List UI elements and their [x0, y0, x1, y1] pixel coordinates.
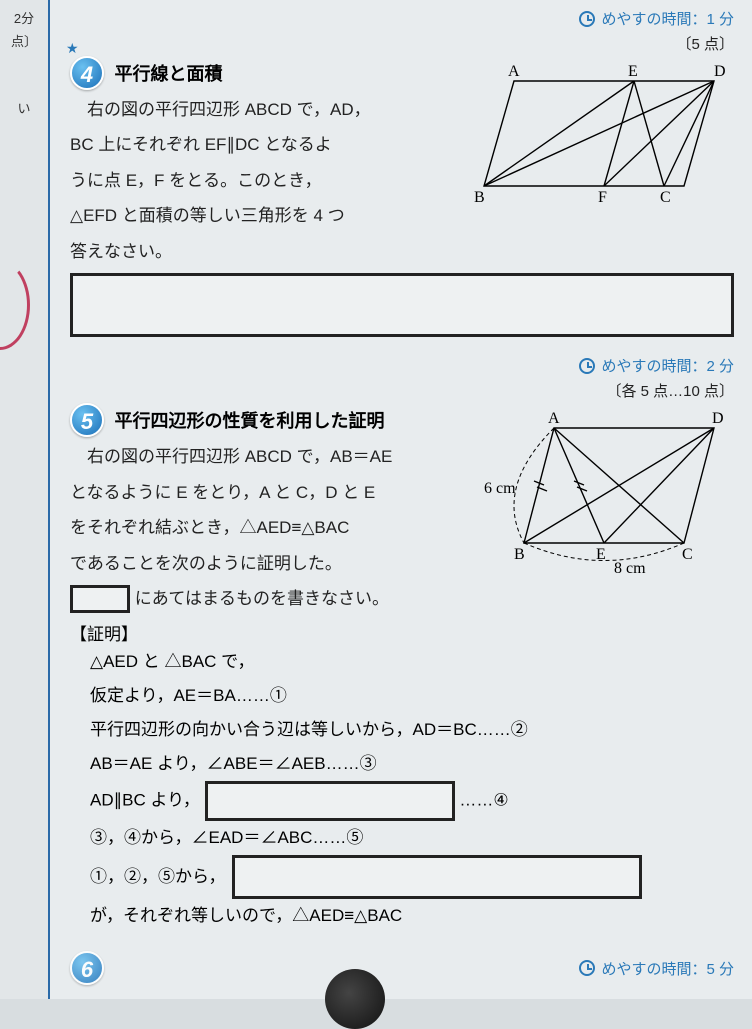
pr3: 平行四辺形の向かい合う辺は等しいから，AD＝BC……②	[90, 713, 734, 747]
problem-5: 5 平行四辺形の性質を利用した証明 右の図の平行四辺形 ABCD で，AB＝AE…	[70, 403, 734, 933]
binder-hole	[325, 969, 385, 1029]
p5-line5: にあてはまるものを書きなさい。	[70, 583, 472, 614]
left-time: 2分	[0, 6, 48, 29]
pr5: AD∥BC より， ……④	[90, 781, 734, 821]
p4-title: 平行線と面積	[114, 60, 222, 86]
p5-title: 平行四辺形の性質を利用した証明	[114, 407, 384, 433]
badge-6: 6	[70, 951, 104, 985]
parallelogram-efd-figure: A E D B F C	[464, 56, 734, 206]
label-E2: E	[596, 546, 606, 563]
p4-text: 4 平行線と面積 右の図の平行四辺形 ABCD で，AD， BC 上にそれぞれ …	[70, 56, 452, 267]
label-C2: C	[682, 546, 693, 563]
label-B2: B	[514, 546, 525, 563]
points-5: 〔各 5 点…10 点〕	[70, 380, 734, 401]
time-text-1: めやすの時間：1 分	[601, 8, 734, 29]
badge-5: 5	[70, 403, 104, 437]
p5-blank-small[interactable]	[70, 585, 130, 613]
pr8: が，それぞれ等しいので，△AED≡△BAC	[90, 899, 734, 933]
pr4: AB＝AE より，∠ABE＝∠AEB……③	[90, 747, 734, 781]
problem-4: ★ 4 平行線と面積 右の図の平行四辺形 ABCD で，AD， BC 上にそれぞ…	[70, 56, 734, 337]
p5-line2: となるように E をとり，A と C，D と E	[70, 477, 472, 508]
p5-figure: A D B E C 6 cm 8 cm	[484, 403, 734, 614]
p4-line2: BC 上にそれぞれ EF∥DC となるよ	[70, 129, 452, 160]
time-text-3: めやすの時間：5 分	[601, 958, 734, 979]
clock-icon	[579, 11, 595, 27]
left-margin: 2分 点〕 い	[0, 0, 50, 999]
p4-figure: A E D B F C	[464, 56, 734, 267]
time-row-1: めやすの時間：1 分	[70, 8, 734, 29]
clock-icon	[579, 960, 595, 976]
time-row-2: めやすの時間：2 分	[70, 355, 734, 376]
pr1: △AED と △BAC で，	[90, 645, 734, 679]
label-8cm: 8 cm	[614, 560, 646, 577]
label-D: D	[714, 63, 726, 80]
clock-icon	[579, 358, 595, 374]
label-E: E	[628, 63, 638, 80]
p5-line3: をそれぞれ結ぶとき，△AED≡△BAC	[70, 512, 472, 543]
badge-4: 4	[70, 56, 104, 90]
p5-blank-4[interactable]	[205, 781, 455, 821]
pr6: ③，④から，∠EAD＝∠ABC……⑤	[90, 821, 734, 855]
p4-line4: △EFD と面積の等しい三角形を 4 つ	[70, 200, 452, 231]
p4-line3: うに点 E，F をとる。このとき，	[70, 165, 452, 196]
time-row-3: めやすの時間：5 分	[579, 958, 734, 979]
pr7: ①，②，⑤から，	[90, 855, 734, 899]
left-points: 点〕	[0, 29, 48, 52]
time-text-2: めやすの時間：2 分	[601, 355, 734, 376]
label-A2: A	[548, 410, 560, 427]
label-C: C	[660, 189, 671, 206]
left-note: い	[0, 96, 48, 119]
page-content: めやすの時間：1 分 〔5 点〕 ★ 4 平行線と面積 右の図の平行四辺形 AB…	[50, 0, 752, 999]
label-B: B	[474, 189, 485, 206]
proof-label: 【証明】	[70, 620, 734, 645]
red-arc-decoration	[0, 260, 30, 350]
p4-line5: 答えなさい。	[70, 236, 452, 267]
label-D2: D	[712, 410, 724, 427]
parallelogram-proof-figure: A D B E C 6 cm 8 cm	[484, 403, 734, 583]
star-icon: ★	[66, 40, 79, 57]
p5-line4: であることを次のように証明した。	[70, 548, 472, 579]
p4-line1: 右の図の平行四辺形 ABCD で，AD，	[70, 94, 452, 125]
p5-blank-final[interactable]	[232, 855, 642, 899]
label-F: F	[598, 189, 607, 206]
p5-line1: 右の図の平行四辺形 ABCD で，AB＝AE	[70, 441, 472, 472]
points-4: 〔5 点〕	[70, 33, 734, 54]
p4-answer-box[interactable]	[70, 273, 734, 337]
p5-text: 5 平行四辺形の性質を利用した証明 右の図の平行四辺形 ABCD で，AB＝AE…	[70, 403, 472, 614]
pr2: 仮定より，AE＝BA……①	[90, 679, 734, 713]
label-6cm: 6 cm	[484, 480, 516, 497]
label-A: A	[508, 63, 520, 80]
p5-line5a: にあてはまるものを書きなさい。	[135, 589, 389, 608]
